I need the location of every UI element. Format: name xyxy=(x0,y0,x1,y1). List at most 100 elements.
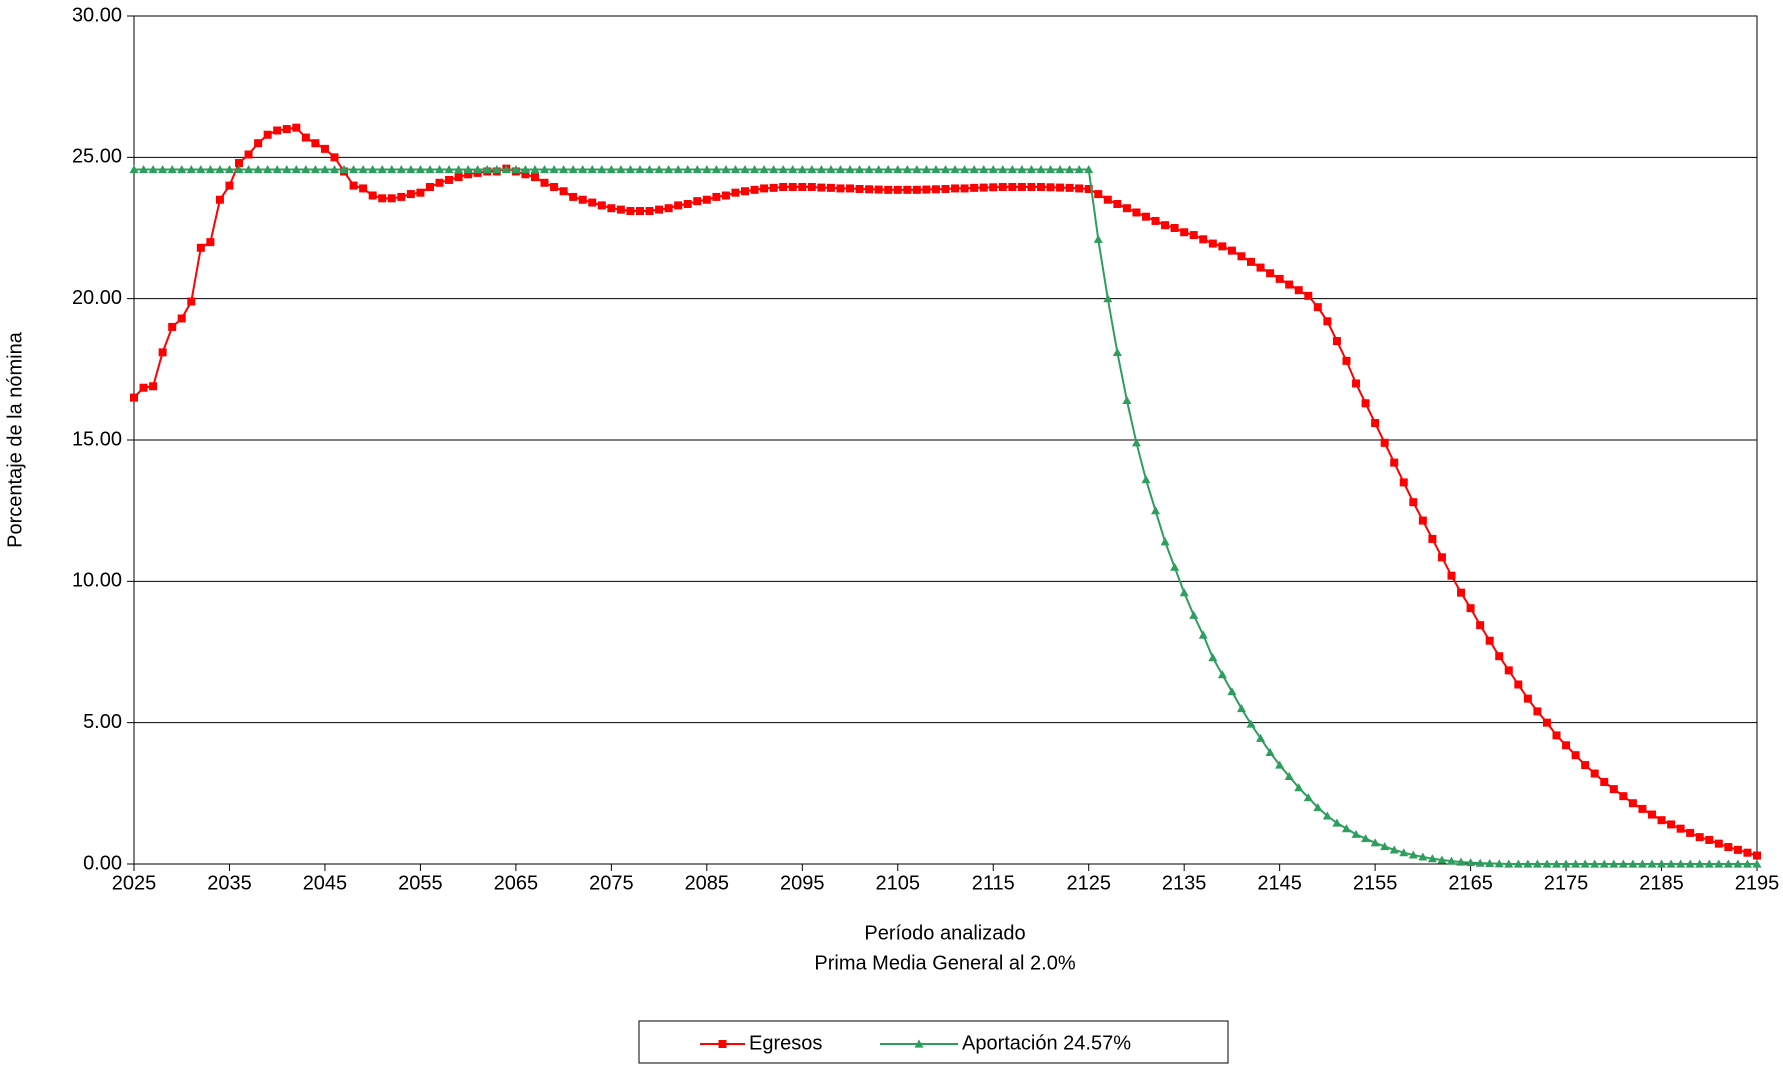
marker xyxy=(807,183,816,192)
marker xyxy=(1399,478,1408,487)
marker xyxy=(645,164,655,174)
marker xyxy=(1581,761,1590,770)
marker xyxy=(1017,164,1027,174)
marker xyxy=(550,183,559,192)
marker xyxy=(797,164,807,174)
marker xyxy=(225,181,234,190)
x-tick-label: 2085 xyxy=(685,872,730,894)
marker xyxy=(1285,280,1294,289)
marker xyxy=(272,164,282,174)
marker xyxy=(1161,221,1170,230)
marker xyxy=(387,164,397,174)
marker xyxy=(903,185,912,194)
marker xyxy=(206,238,215,247)
marker xyxy=(168,322,177,331)
marker xyxy=(196,243,205,252)
marker xyxy=(1370,838,1380,847)
marker xyxy=(674,201,683,210)
marker xyxy=(692,164,702,174)
marker xyxy=(148,164,158,174)
marker xyxy=(273,126,282,135)
marker xyxy=(1380,841,1390,851)
marker xyxy=(635,207,644,216)
marker xyxy=(588,198,597,207)
marker xyxy=(1180,228,1189,237)
series-line xyxy=(133,126,1758,857)
marker xyxy=(664,204,673,213)
marker xyxy=(1428,534,1437,543)
marker xyxy=(1714,839,1723,848)
marker xyxy=(1122,395,1132,405)
marker xyxy=(1341,824,1351,833)
y-tick-label: 0.00 xyxy=(83,852,122,874)
marker xyxy=(282,125,291,134)
y-tick-label: 30.00 xyxy=(72,4,122,26)
marker xyxy=(1227,246,1236,255)
marker xyxy=(359,184,368,193)
marker xyxy=(1093,234,1103,243)
marker xyxy=(291,164,301,174)
marker xyxy=(740,164,750,174)
marker xyxy=(1542,859,1552,868)
x-tick-label: 2045 xyxy=(303,872,348,894)
marker xyxy=(263,164,273,174)
marker xyxy=(339,164,349,174)
marker xyxy=(921,164,931,174)
marker xyxy=(1294,286,1303,295)
marker xyxy=(654,164,664,174)
x-tick-label: 2165 xyxy=(1448,872,1493,894)
marker xyxy=(760,184,769,193)
marker xyxy=(368,191,377,200)
marker xyxy=(893,164,903,174)
marker xyxy=(912,164,922,174)
marker xyxy=(454,164,464,174)
marker xyxy=(902,164,912,174)
marker xyxy=(1733,859,1743,868)
marker xyxy=(311,139,320,148)
marker xyxy=(1695,833,1704,842)
marker xyxy=(330,153,339,162)
marker xyxy=(607,204,616,213)
marker xyxy=(482,164,492,174)
marker xyxy=(224,164,234,174)
marker xyxy=(769,164,779,174)
marker xyxy=(1714,859,1724,868)
marker xyxy=(445,175,454,184)
series-markers xyxy=(130,123,1761,860)
marker xyxy=(664,164,674,174)
marker xyxy=(1408,850,1418,859)
marker xyxy=(779,183,788,192)
marker xyxy=(1743,848,1752,857)
marker xyxy=(349,164,359,174)
marker xyxy=(798,183,807,192)
marker xyxy=(425,183,434,192)
marker xyxy=(1361,399,1370,408)
x-tick-label: 2025 xyxy=(112,872,157,894)
marker xyxy=(864,164,874,174)
marker xyxy=(1609,859,1619,868)
series-markers xyxy=(129,164,1762,868)
marker xyxy=(1313,802,1323,812)
marker xyxy=(721,164,731,174)
marker xyxy=(368,164,378,174)
marker xyxy=(1322,811,1332,820)
marker xyxy=(711,164,721,174)
marker xyxy=(301,133,310,142)
y-tick-label: 10.00 xyxy=(72,570,122,592)
marker xyxy=(310,164,320,174)
marker xyxy=(951,184,960,193)
marker xyxy=(702,164,712,174)
marker xyxy=(1753,851,1761,860)
marker xyxy=(540,164,550,174)
marker xyxy=(578,164,588,174)
marker xyxy=(444,164,454,174)
marker xyxy=(435,178,444,187)
marker xyxy=(989,183,998,192)
marker xyxy=(435,164,445,174)
marker xyxy=(473,164,483,174)
marker xyxy=(282,164,292,174)
marker xyxy=(578,195,587,204)
marker xyxy=(1676,824,1685,833)
marker xyxy=(883,164,893,174)
